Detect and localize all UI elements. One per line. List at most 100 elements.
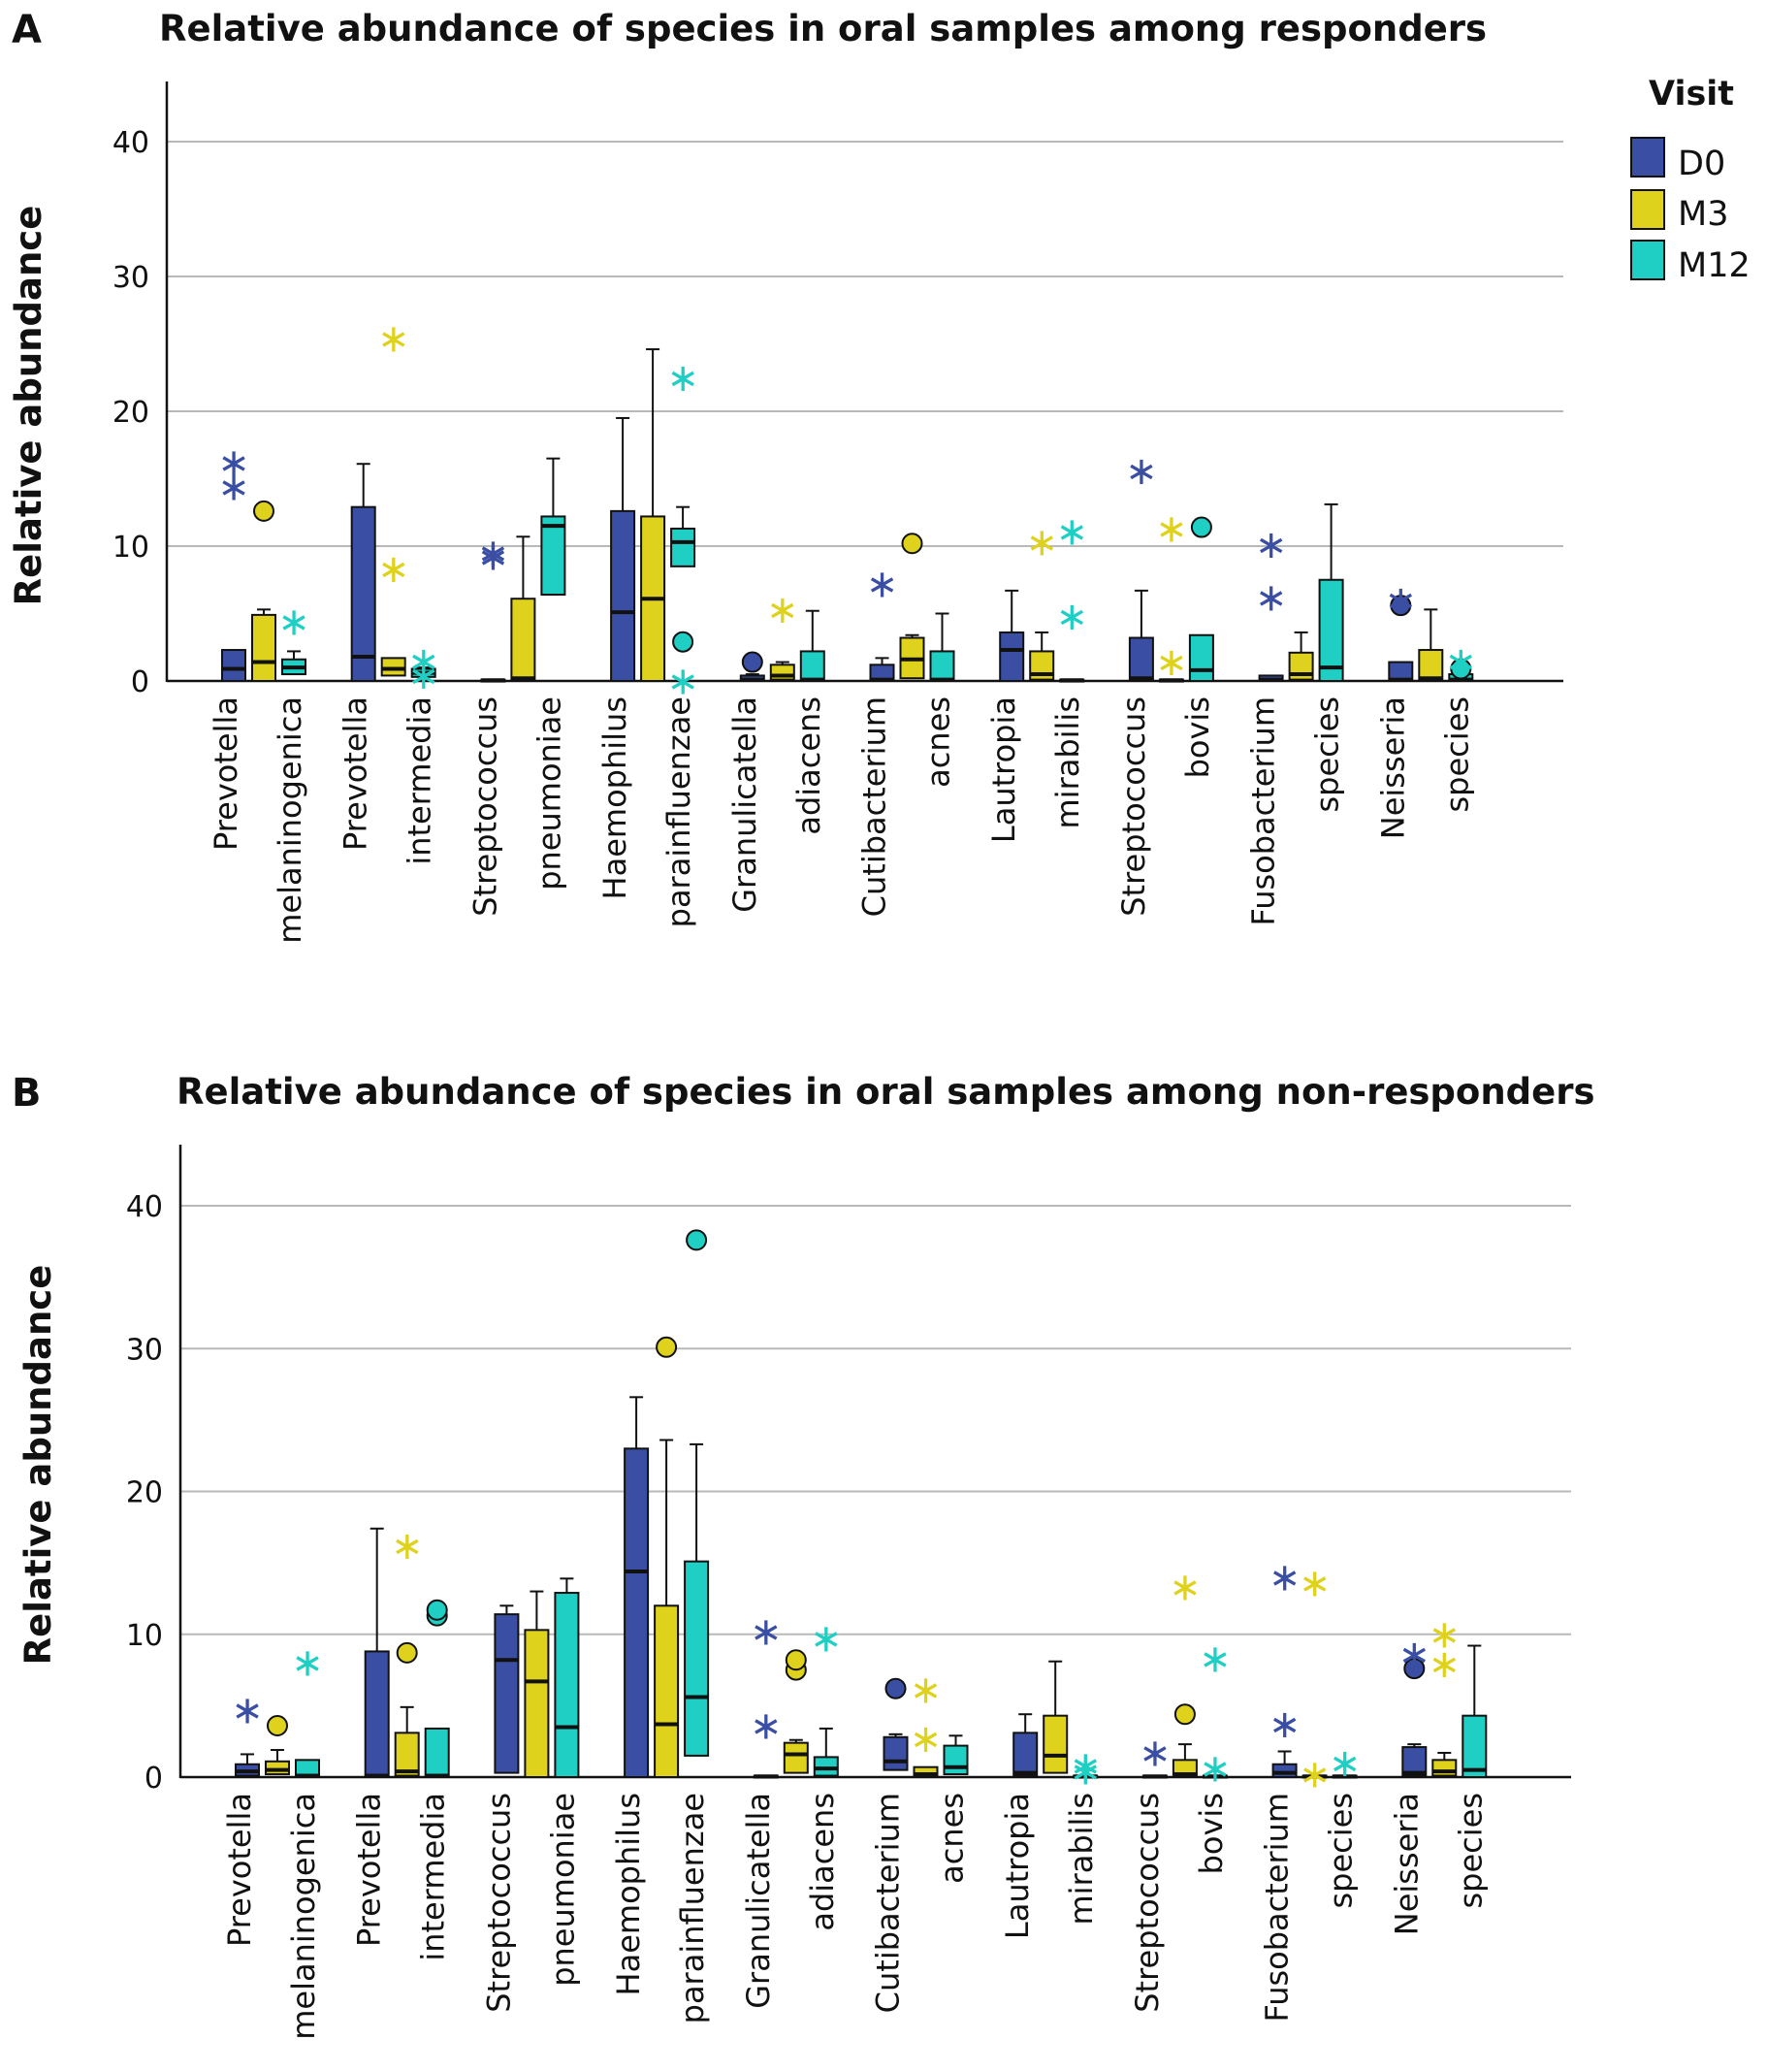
panel-b-category-label: Prevotella [351,1793,388,1947]
panel-b-extreme-m12: ∗ [1199,1747,1232,1792]
panel-b-extreme-m3: ∗ [1299,1561,1332,1605]
panel-b-box-d0 [1271,1763,1298,1779]
panel-a-box-m12 [670,527,696,567]
panel-b-extreme-d0: ∗ [1269,1702,1301,1747]
panel-b-plot: 0 10 20 30 40 Prevotella melaninogenica Prevote… [126,1145,1571,2040]
legend-title: Visit [1649,75,1734,113]
panel-a-extreme-d0: ∗ [217,440,250,485]
panel-b-label: B [12,1071,42,1116]
panel-b-outlier-d0 [1403,1658,1426,1680]
panel-a-extreme-m3: ∗ [766,588,799,632]
panel-a-extreme-m3: ∗ [1025,520,1058,565]
panel-a-extreme-m3: ∗ [1155,507,1188,552]
panel-a-title: Relative abundance of species in oral sa… [159,8,1487,49]
panel-a-box-m12 [1188,633,1214,682]
panel-b-box-m12 [813,1756,839,1777]
panel-a-extreme-d0: ∗ [1125,449,1158,494]
panel-b-extreme-m3: ∗ [910,1668,943,1713]
panel-a-outlier-m12 [1190,516,1212,538]
panel-b-category-label: Fusobacterium [1259,1793,1296,2022]
panel-b-extreme-d0: ∗ [1139,1731,1172,1775]
panel-b-box-d0 [494,1613,520,1774]
panel-b-box-m3 [783,1741,809,1774]
panel-b-box-m3 [913,1765,939,1779]
panel-b-box-m12 [684,1560,710,1757]
panel-a-extreme-d0: ∗ [1255,575,1288,620]
panel-b-extreme-m12: ∗ [291,1641,324,1686]
panel-a-category-label: Haemophilus [596,696,633,899]
panel-a-category-label: species [1309,696,1346,813]
legend-label-m12: M12 [1678,246,1751,285]
panel-a-category-label: adiacens [790,696,827,835]
panel-b-outlier-d0 [884,1677,907,1700]
panel-a-extreme-m12: ∗ [407,654,440,698]
panel-b-extreme-d0: ∗ [1398,1633,1431,1677]
panel-a-category-label: Streptococcus [466,696,503,917]
panel-a-box-m12 [799,650,825,682]
panel-b-category-label: Cutibacterium [870,1793,907,2013]
panel-b-outlier-m3 [656,1336,678,1358]
panel-a-extreme-m3: ∗ [377,547,410,592]
panel-b-y-tick-20: 20 [126,1476,163,1510]
panel-b-category-label: adiacens [804,1793,841,1931]
panel-b-category-label: bovis [1193,1793,1230,1874]
panel-b-extreme-m12: ∗ [1069,1750,1102,1795]
panel-a-extreme-m12: ∗ [277,599,310,644]
panel-a-box-m3 [1418,649,1444,683]
panel-b-extreme-m3: ∗ [391,1524,424,1569]
panel-a-category-label: mirabilis [1049,696,1086,828]
panel-a-outlier-m12 [672,631,694,653]
panel-b-box-d0 [364,1650,390,1779]
panel-b-extreme-m3: ∗ [1299,1753,1332,1797]
panel-a-y-tick-30: 30 [112,261,149,295]
panel-a-box-d0 [350,505,376,682]
panel-b-extreme-m3: ∗ [1429,1642,1462,1687]
panel-a-y-axis-label: Relative abundance [8,206,49,606]
panel-a-outlier-d0 [1390,595,1412,617]
panel-b-category-label: mirabilis [1063,1793,1100,1925]
panel-b-category-label: species [1452,1793,1489,1909]
panel-b-title: Relative abundance of species in oral sa… [177,1071,1595,1113]
panel-a-y-tick-0: 0 [131,665,149,699]
panel-a-extreme-m3: ∗ [377,317,410,362]
panel-a-y-tick-20: 20 [112,396,149,430]
legend: Visit D0 M3 M12 [1630,75,1751,285]
panel-b-category-label: Granulicatella [740,1793,777,2009]
panel-a-outlier-m3 [253,500,274,522]
panel-a-category-label: Prevotella [208,696,244,851]
panel-a-y-tick-40: 40 [112,126,149,160]
panel-a-box-m3 [251,613,276,683]
panel-b-extreme-m3: ∗ [1169,1566,1202,1610]
legend-label-d0: D0 [1678,145,1725,183]
panel-a-category-label: Lautropia [985,696,1022,843]
panel-a-box-d0 [1128,636,1154,683]
panel-a-extreme-m12: ∗ [1055,595,1088,639]
panel-b-extreme-m12: ∗ [810,1617,843,1662]
panel-a-box-m12 [1318,578,1344,682]
panel-a-outlier-m12 [1450,658,1472,680]
panel-b-extreme-d0: ∗ [231,1688,264,1732]
panel-b-box-m12 [1462,1714,1488,1778]
panel-b-box-m12 [554,1592,580,1778]
panel-b-extreme-m3: ∗ [1429,1612,1462,1657]
panel-b-y-axis-label: Relative abundance [17,1265,59,1666]
panel-b-box-m3 [1043,1714,1069,1774]
panel-a-box-m12 [929,650,955,682]
panel-b-extreme-d0: ∗ [750,1704,783,1749]
panel-b-box-m3 [265,1760,290,1776]
panel-b-category-label: acnes [934,1793,971,1884]
panel-b-box-d0 [624,1447,650,1778]
panel-a-category-label: Streptococcus [1115,696,1152,917]
panel-b-outlier-m3 [785,1649,807,1671]
panel-a-box-d0 [999,631,1025,683]
panel-a-extreme-d0: ∗ [1385,578,1418,623]
panel-a-extreme-d0: ∗ [217,465,250,509]
panel-a-category-label: intermedia [402,696,438,865]
panel-a-category-label: acnes [920,696,957,788]
panel-b-category-label: Streptococcus [1129,1793,1166,2013]
panel-b-box-m3 [394,1732,420,1777]
panel-b-extreme-d0: ∗ [750,1609,783,1654]
panel-b-outlier-m3 [267,1714,288,1736]
panel-b-category-label: pneumoniae [544,1793,581,1987]
